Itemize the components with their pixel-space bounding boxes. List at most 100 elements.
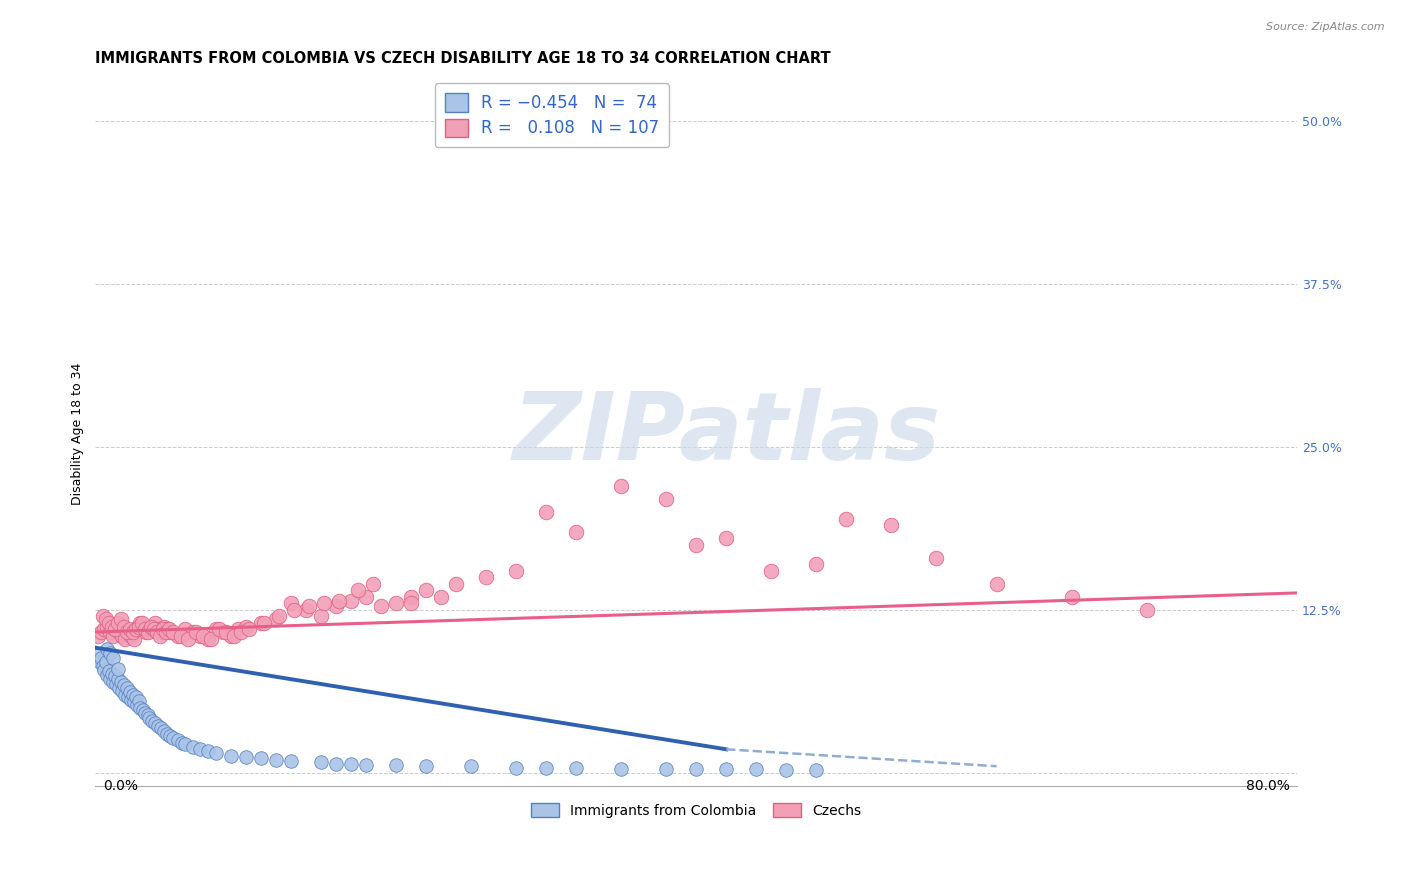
Point (1060, 590, 1083, 604)
Point (361, 576, 384, 591)
Text: Source: ZipAtlas.com: Source: ZipAtlas.com (1267, 22, 1385, 32)
Point (219, 629, 242, 643)
Point (117, 690, 139, 705)
Point (309, 756, 332, 770)
Point (761, 564, 783, 578)
Point (128, 694, 150, 708)
Point (235, 620, 257, 634)
Point (685, 762, 707, 776)
Point (212, 625, 235, 640)
Point (399, 596, 422, 610)
Point (108, 625, 131, 640)
Legend: Immigrants from Colombia, Czechs: Immigrants from Colombia, Czechs (524, 796, 868, 824)
Point (197, 632, 219, 646)
Point (110, 674, 132, 689)
Point (280, 596, 302, 610)
Point (145, 615, 167, 630)
Point (139, 620, 162, 634)
Point (96, 642, 118, 657)
Point (399, 590, 422, 604)
Point (294, 603, 316, 617)
Point (384, 758, 406, 772)
Point (91, 659, 114, 673)
Point (181, 625, 204, 640)
Point (148, 623, 170, 637)
Point (280, 754, 302, 768)
Point (339, 756, 361, 771)
Point (415, 759, 437, 773)
Point (806, 558, 828, 572)
Point (1136, 603, 1159, 617)
Point (114, 688, 136, 702)
Point (117, 625, 139, 640)
Point (204, 746, 226, 760)
Point (354, 590, 377, 604)
Point (138, 623, 160, 637)
Point (155, 625, 177, 640)
Point (534, 760, 557, 774)
Point (105, 623, 128, 637)
Point (167, 733, 190, 747)
Point (104, 623, 127, 637)
Point (460, 759, 482, 773)
Point (156, 726, 179, 740)
Point (204, 623, 226, 637)
Point (101, 666, 124, 681)
Point (159, 625, 181, 640)
Point (129, 700, 152, 714)
Point (215, 625, 238, 640)
Point (190, 742, 212, 756)
Point (131, 615, 153, 630)
Point (118, 623, 141, 637)
Point (90, 651, 112, 665)
Point (655, 762, 678, 776)
Point (505, 564, 527, 578)
Point (505, 760, 527, 774)
Point (309, 609, 332, 624)
Point (93, 663, 115, 677)
Point (142, 623, 165, 637)
Text: 80.0%: 80.0% (1246, 780, 1289, 793)
Point (104, 669, 127, 683)
Point (127, 623, 149, 637)
Point (354, 758, 377, 772)
Point (174, 737, 197, 751)
Point (235, 750, 257, 764)
Point (655, 492, 678, 507)
Point (264, 612, 287, 626)
Point (534, 505, 557, 519)
Point (124, 695, 146, 709)
Point (125, 623, 148, 637)
Point (94, 655, 117, 669)
Point (745, 762, 768, 776)
Point (714, 531, 737, 545)
Point (110, 612, 132, 626)
Point (207, 623, 229, 637)
Point (152, 623, 174, 637)
Point (219, 748, 242, 763)
Point (150, 625, 173, 640)
Point (112, 620, 135, 634)
Point (103, 674, 125, 689)
Point (97, 615, 120, 630)
Point (148, 719, 170, 733)
Point (135, 625, 157, 640)
Point (415, 583, 437, 598)
Point (153, 724, 176, 739)
Point (184, 625, 207, 640)
Point (162, 731, 184, 745)
Point (238, 623, 260, 637)
Point (111, 683, 134, 698)
Point (159, 729, 181, 743)
Point (149, 629, 172, 643)
Point (90, 625, 112, 640)
Point (141, 714, 163, 728)
Point (107, 615, 129, 630)
Point (249, 751, 271, 765)
Point (986, 576, 1008, 591)
Point (89, 655, 111, 669)
Point (93, 623, 115, 637)
Point (97, 664, 120, 678)
Y-axis label: Disability Age 18 to 34: Disability Age 18 to 34 (72, 363, 84, 505)
Point (177, 632, 200, 646)
